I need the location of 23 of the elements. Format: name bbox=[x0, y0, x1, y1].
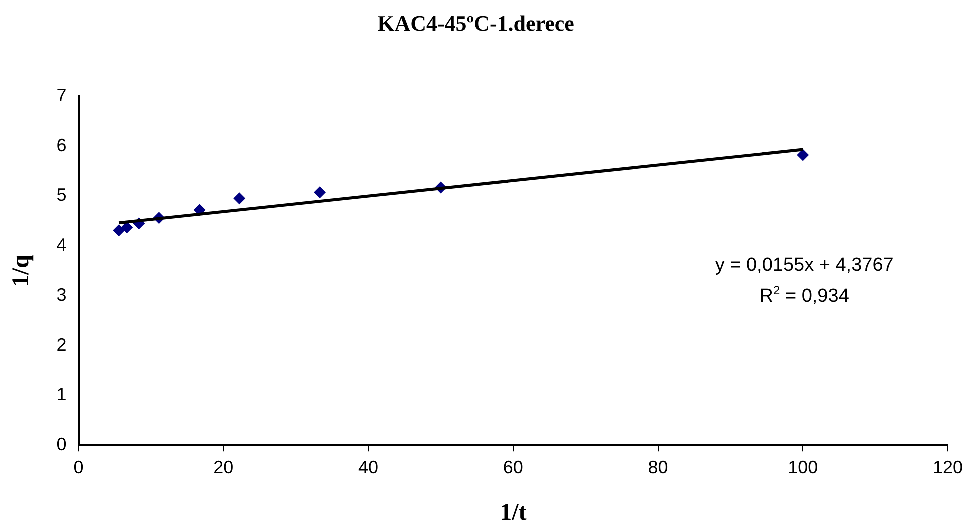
x-tick-label: 60 bbox=[503, 457, 524, 478]
point bbox=[797, 149, 810, 162]
point bbox=[113, 224, 126, 237]
x-tick-label: 100 bbox=[788, 457, 818, 478]
x-axis-title: 1/t bbox=[500, 500, 527, 526]
y-tick-label: 3 bbox=[56, 284, 67, 305]
y-tick-label: 4 bbox=[56, 235, 67, 256]
y-axis-title: 1/q bbox=[8, 254, 35, 288]
chart-title: KAC4-45ºC-1.derece bbox=[378, 10, 575, 36]
y-tick-label: 1 bbox=[56, 384, 67, 405]
x-tick-label: 120 bbox=[932, 457, 964, 478]
y-tick-label: 0 bbox=[56, 434, 67, 455]
point bbox=[314, 186, 326, 199]
y-tick-label: 6 bbox=[56, 135, 67, 156]
y-tick-label: 2 bbox=[56, 334, 67, 355]
x-tick-label: 20 bbox=[214, 457, 234, 478]
x-tick-label: 0 bbox=[74, 457, 84, 478]
x-tick-label: 80 bbox=[648, 457, 668, 478]
y-tick-label: 5 bbox=[56, 185, 67, 206]
point bbox=[234, 192, 246, 205]
y-tick-label: 7 bbox=[56, 85, 67, 106]
x-tick-label: 40 bbox=[358, 457, 379, 478]
annotation: y = 0,0155x + 4,3767 bbox=[715, 255, 894, 276]
